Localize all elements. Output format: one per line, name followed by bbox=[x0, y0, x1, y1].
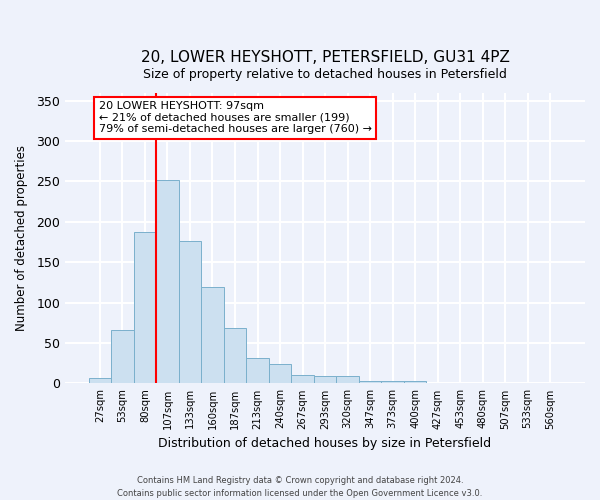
Bar bbox=[382, 381, 404, 384]
Y-axis label: Number of detached properties: Number of detached properties bbox=[15, 145, 28, 331]
Bar bbox=[246, 358, 269, 384]
Bar bbox=[336, 376, 359, 384]
Bar bbox=[404, 381, 427, 384]
Text: 20 LOWER HEYSHOTT: 97sqm
← 21% of detached houses are smaller (199)
79% of semi-: 20 LOWER HEYSHOTT: 97sqm ← 21% of detach… bbox=[99, 102, 372, 134]
Bar bbox=[111, 330, 134, 384]
Title: 20, LOWER HEYSHOTT, PETERSFIELD, GU31 4PZ: 20, LOWER HEYSHOTT, PETERSFIELD, GU31 4P… bbox=[140, 50, 509, 65]
Bar bbox=[179, 241, 201, 384]
Bar bbox=[539, 382, 562, 384]
Bar bbox=[427, 382, 449, 384]
Bar bbox=[359, 381, 382, 384]
Bar bbox=[134, 232, 156, 384]
Bar bbox=[494, 382, 517, 384]
Text: Contains HM Land Registry data © Crown copyright and database right 2024.
Contai: Contains HM Land Registry data © Crown c… bbox=[118, 476, 482, 498]
Text: Size of property relative to detached houses in Petersfield: Size of property relative to detached ho… bbox=[143, 68, 507, 81]
Bar bbox=[201, 288, 224, 384]
X-axis label: Distribution of detached houses by size in Petersfield: Distribution of detached houses by size … bbox=[158, 437, 491, 450]
Bar bbox=[314, 376, 336, 384]
Bar bbox=[156, 180, 179, 384]
Bar bbox=[269, 364, 291, 384]
Bar bbox=[89, 378, 111, 384]
Bar bbox=[291, 374, 314, 384]
Bar bbox=[224, 328, 246, 384]
